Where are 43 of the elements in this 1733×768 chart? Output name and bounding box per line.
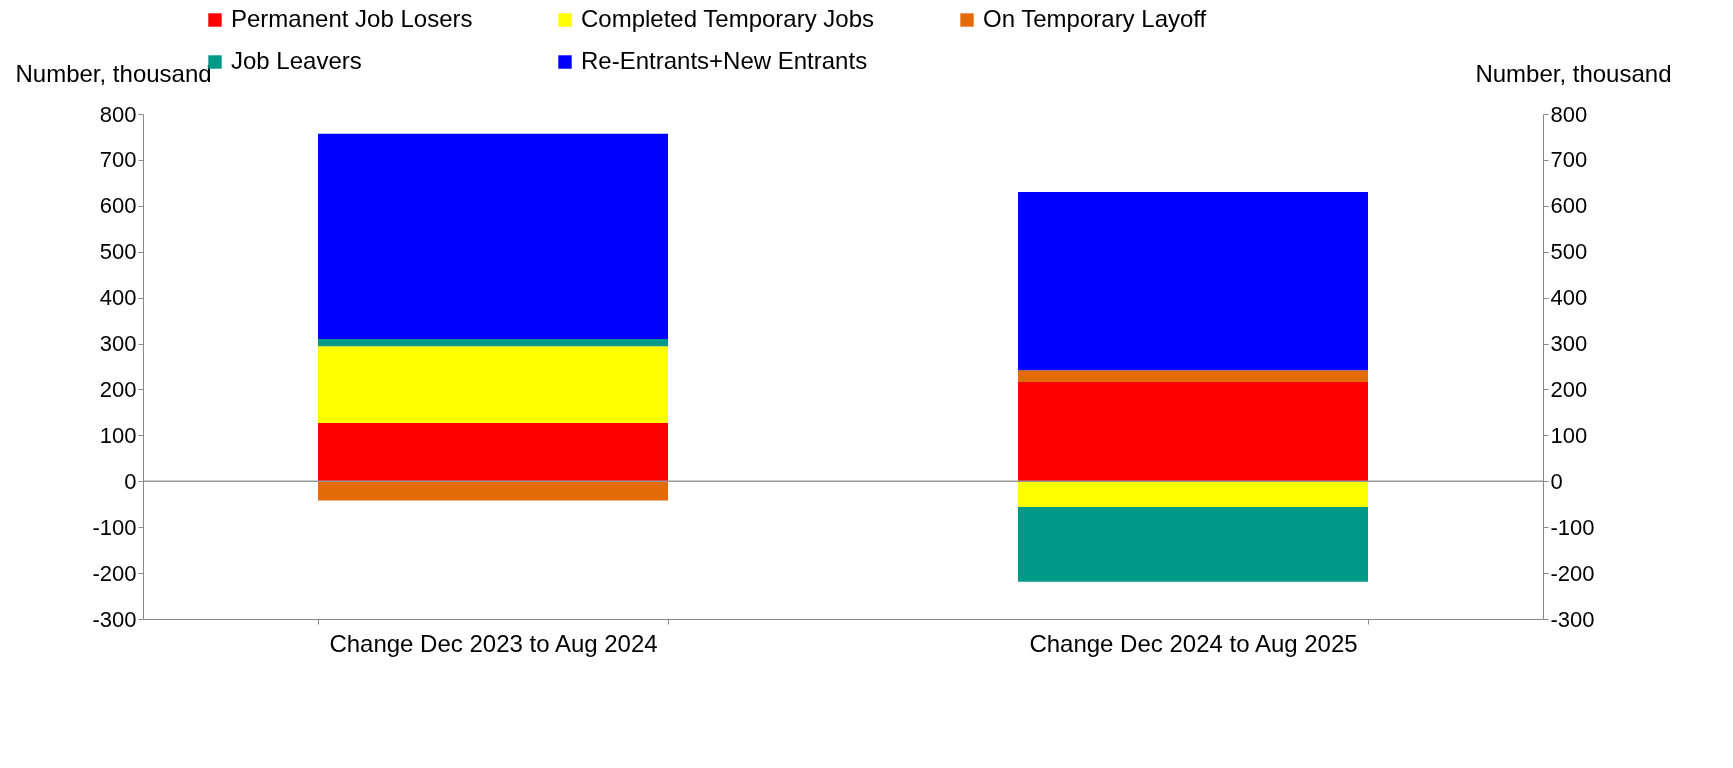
bar xyxy=(1018,192,1368,371)
y2-tick-label: 200 xyxy=(1550,376,1588,402)
bar xyxy=(1018,370,1368,383)
bar xyxy=(1018,506,1368,582)
y-tick-label: 100 xyxy=(99,422,137,448)
y2-tick-label: 700 xyxy=(1550,147,1588,173)
y-tick-label: -300 xyxy=(92,606,137,632)
bar xyxy=(318,422,668,482)
y-tick-label: -100 xyxy=(92,514,137,540)
y-tick-label: 500 xyxy=(99,239,137,265)
y-tick-label: -200 xyxy=(92,560,137,586)
legend-label: Permanent Job Losers xyxy=(231,5,473,32)
y2-tick-label: -200 xyxy=(1550,560,1595,586)
y-tick-label: 400 xyxy=(99,285,137,311)
y2-tick-label: 100 xyxy=(1550,422,1588,448)
bar xyxy=(1018,382,1368,482)
y-tick-label: 700 xyxy=(99,147,137,173)
y-tick-label: 800 xyxy=(99,101,137,127)
y2-axis-title: Number, thousand xyxy=(1475,59,1672,87)
x-tick-label: Change Dec 2024 to Aug 2025 xyxy=(1029,629,1358,657)
y2-tick-label: 300 xyxy=(1550,331,1588,357)
y2-tick-label: 800 xyxy=(1550,101,1588,127)
y2-tick-label: 0 xyxy=(1550,468,1563,494)
bar xyxy=(318,481,668,501)
legend-label: On Temporary Layoff xyxy=(983,5,1207,32)
y-tick-label: 600 xyxy=(99,193,137,219)
bar xyxy=(1018,481,1368,507)
bar xyxy=(318,338,668,347)
legend-label: Completed Temporary Jobs xyxy=(581,5,875,32)
legend-label: Job Leavers xyxy=(231,47,362,74)
y-tick-label: 0 xyxy=(124,468,137,494)
y-tick-label: 200 xyxy=(99,376,137,402)
bar xyxy=(318,346,668,423)
y2-tick-label: -100 xyxy=(1550,514,1595,540)
y2-tick-label: 400 xyxy=(1550,285,1588,311)
y-tick-label: 300 xyxy=(99,331,137,357)
x-tick-label: Change Dec 2023 to Aug 2024 xyxy=(329,629,658,657)
legend-label: Re-Entrants+New Entrants xyxy=(581,47,868,74)
y-axis-title: Number, thousand xyxy=(15,59,212,87)
y2-tick-label: 500 xyxy=(1550,239,1588,265)
y2-tick-label: -300 xyxy=(1550,606,1595,632)
y2-tick-label: 600 xyxy=(1550,193,1588,219)
bar xyxy=(318,133,668,339)
